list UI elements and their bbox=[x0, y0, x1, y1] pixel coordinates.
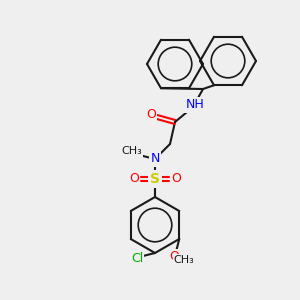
Text: CH₃: CH₃ bbox=[174, 255, 195, 265]
Text: O: O bbox=[129, 172, 139, 185]
Text: S: S bbox=[150, 172, 160, 186]
Text: O: O bbox=[146, 109, 156, 122]
Text: O: O bbox=[171, 172, 181, 185]
Text: Cl: Cl bbox=[131, 251, 143, 265]
Text: N: N bbox=[150, 152, 160, 166]
Text: CH₃: CH₃ bbox=[122, 146, 142, 156]
Text: NH: NH bbox=[186, 98, 204, 112]
Text: O: O bbox=[169, 250, 179, 263]
